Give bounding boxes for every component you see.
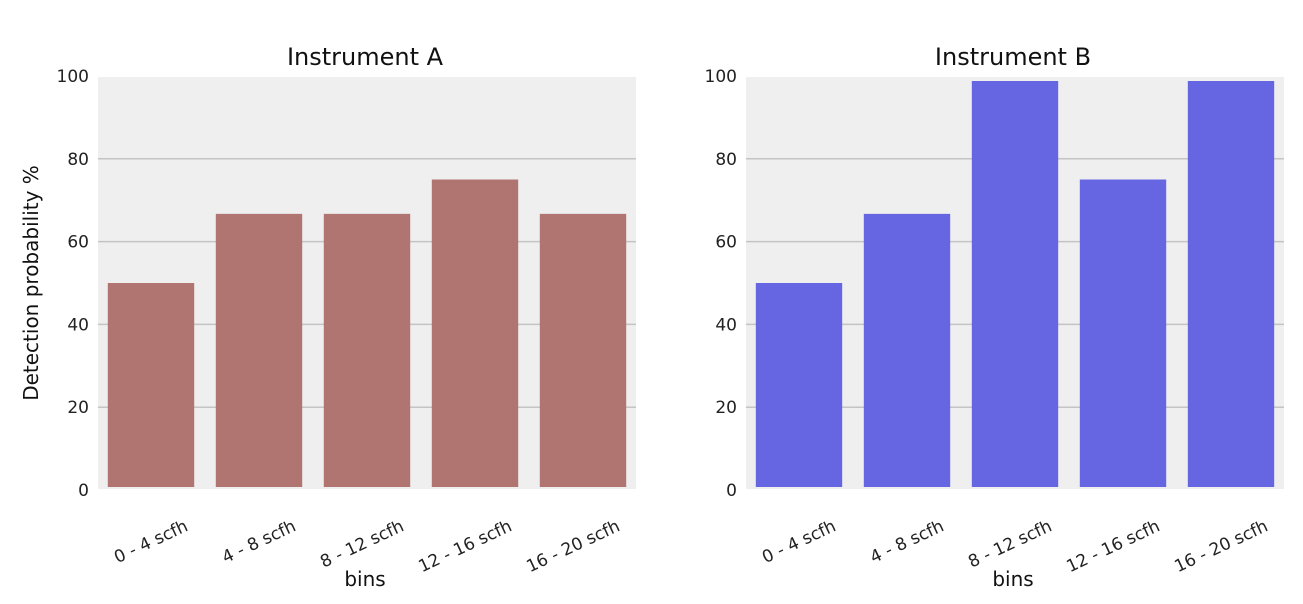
y-tick-label: 20 <box>715 398 737 418</box>
x-tick-label: 0 - 4 scfh <box>759 516 839 567</box>
bar-5 <box>539 213 627 487</box>
x-tick-label: 4 - 8 scfh <box>219 516 299 567</box>
y-tick-label: 0 <box>78 481 89 501</box>
bar-3 <box>971 81 1059 487</box>
bar-3 <box>323 213 411 487</box>
y-axis-label: Detection probability % <box>19 165 43 401</box>
x-tick-label: 0 - 4 scfh <box>111 516 191 567</box>
bar-2 <box>215 213 303 487</box>
x-tick-label: 16 - 20 scfh <box>1172 516 1272 577</box>
y-tick-label: 100 <box>705 67 737 87</box>
bar-4 <box>431 179 519 487</box>
x-axis-label: bins <box>992 567 1033 591</box>
y-tick-label: 60 <box>715 233 737 253</box>
x-tick-label: 12 - 16 scfh <box>1064 516 1164 577</box>
x-tick-label: 8 - 12 scfh <box>317 516 407 572</box>
chart-instrument-a: 0 20 40 60 80 100 0 - 4 scfh 4 - 8 scfh 8 - 12 s… <box>19 43 638 591</box>
bar-2 <box>863 213 951 487</box>
x-tick-label: 16 - 20 scfh <box>524 516 624 577</box>
chart-title: Instrument B <box>935 43 1091 71</box>
y-tick-label: 100 <box>57 67 89 87</box>
y-tick-label: 20 <box>67 398 89 418</box>
x-tick-label: 12 - 16 scfh <box>416 516 516 577</box>
bar-1 <box>107 283 195 487</box>
chart-title: Instrument A <box>287 43 444 71</box>
plot-frame <box>96 75 638 491</box>
y-tick-label: 40 <box>715 315 737 335</box>
y-tick-label: 80 <box>67 150 89 170</box>
chart-instrument-b: 0 20 40 60 80 100 0 - 4 scfh 4 - 8 scfh 8 - 12 s… <box>705 43 1286 591</box>
y-tick-label: 80 <box>715 150 737 170</box>
x-tick-label: 4 - 8 scfh <box>867 516 947 567</box>
y-tick-label: 40 <box>67 315 89 335</box>
bar-4 <box>1079 179 1167 487</box>
x-axis-label: bins <box>344 567 385 591</box>
y-tick-label: 0 <box>726 481 737 501</box>
x-tick-label: 8 - 12 scfh <box>965 516 1055 572</box>
plot-frame <box>744 75 1286 491</box>
bar-1 <box>755 283 843 487</box>
y-tick-label: 60 <box>67 233 89 253</box>
bar-5 <box>1187 81 1275 487</box>
